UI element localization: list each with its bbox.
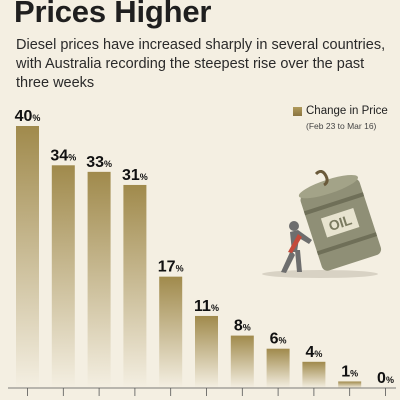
legend-swatch [293, 106, 302, 116]
barrel-label: OIL [327, 211, 355, 234]
bar-value-label: 1% [341, 363, 358, 380]
bar [302, 361, 326, 388]
bar-value-label: 6% [270, 331, 287, 348]
bar [159, 276, 183, 388]
bar [16, 126, 39, 388]
ground-shadow [262, 270, 378, 278]
bar-value-label: 17% [158, 259, 184, 276]
oil-barrel-icon: OIL [298, 174, 382, 271]
bar-value-label: 0% [377, 370, 394, 387]
bar [338, 381, 362, 388]
legend-label: Change in Price [306, 105, 388, 117]
bar [230, 335, 254, 388]
bar [51, 165, 75, 388]
bar [195, 315, 218, 388]
subtitle: Diesel prices have increased sharply in … [16, 37, 386, 91]
legend-date-range: (Feb 23 to Mar 16) [306, 121, 377, 131]
page-title: Prices Higher [14, 0, 212, 29]
person-pushing-icon [281, 221, 312, 273]
bar-value-label: 34% [50, 147, 76, 164]
oil-drip-icon [314, 170, 329, 187]
bar [87, 171, 111, 388]
oil-barrel-illustration: OIL [262, 170, 382, 278]
bar-value-label: 8% [234, 318, 251, 335]
bar-value-label: 4% [305, 344, 322, 361]
bar [123, 184, 147, 388]
bar-value-label: 33% [86, 154, 112, 171]
bar [266, 348, 290, 388]
bar-value-label: 40% [15, 108, 41, 125]
chart-legend: Change in Price (Feb 23 to Mar 16) [293, 105, 388, 131]
bar-value-label: 31% [122, 167, 148, 184]
bar-value-label: 11% [194, 298, 219, 315]
